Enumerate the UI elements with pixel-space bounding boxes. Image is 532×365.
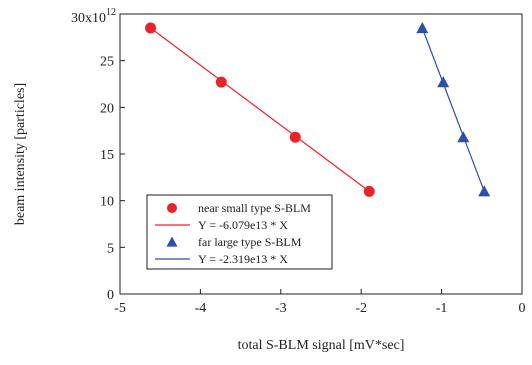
data-point-circle: [289, 131, 301, 143]
data-point-triangle: [478, 185, 491, 197]
data-point-circle: [363, 185, 375, 197]
data-point-triangle: [437, 76, 450, 88]
y-axis-top-label: 30x1012: [71, 7, 116, 26]
y-tick-label: 5: [107, 241, 114, 256]
y-tick-label: 25: [100, 55, 114, 70]
legend-entry-label: Y = -6.079e13 * X: [198, 218, 288, 232]
x-tick-label: -3: [275, 301, 287, 316]
data-point-circle: [145, 22, 157, 34]
data-points: [145, 22, 491, 197]
y-tick-label: 10: [100, 195, 114, 210]
y-tick-label: 20: [100, 101, 114, 116]
fit-line-3: [421, 27, 485, 192]
x-axis-label: total S-BLM signal [mV*sec]: [238, 338, 405, 353]
legend: near small type S-BLM Y = -6.079e13 * X fa…: [146, 194, 333, 270]
y-axis-exponent: 12: [106, 7, 116, 18]
x-tick-label: -4: [195, 301, 207, 316]
y-axis: 0 5 10 15 20 25: [100, 13, 125, 303]
x-tick-label: -5: [114, 301, 126, 316]
fit-line-1: [150, 27, 370, 192]
legend-entry-label: Y = -2.319e13 * X: [198, 252, 288, 266]
y-axis-label: beam intensity [particles]: [13, 83, 28, 225]
legend-box: [146, 194, 333, 270]
legend-triangle-swatch: [166, 236, 178, 247]
legend-circle-swatch: [167, 203, 177, 213]
x-axis: -5 -4 -3 -2 -1 0: [114, 289, 526, 316]
legend-entry-label: far large type S-BLM: [198, 235, 302, 249]
legend-entry-label: near small type S-BLM: [198, 201, 311, 215]
data-point-triangle: [457, 131, 470, 143]
x-tick-label: -1: [436, 301, 448, 316]
x-tick-label: -2: [355, 301, 367, 316]
y-tick-label: 15: [100, 148, 114, 163]
data-point-circle: [215, 76, 227, 88]
data-point-triangle: [416, 22, 429, 34]
y-axis-top-label-base: 30x10: [71, 11, 106, 26]
fit-lines: [150, 27, 485, 192]
x-tick-label: 0: [519, 301, 526, 316]
y-tick-label: 0: [107, 288, 114, 303]
